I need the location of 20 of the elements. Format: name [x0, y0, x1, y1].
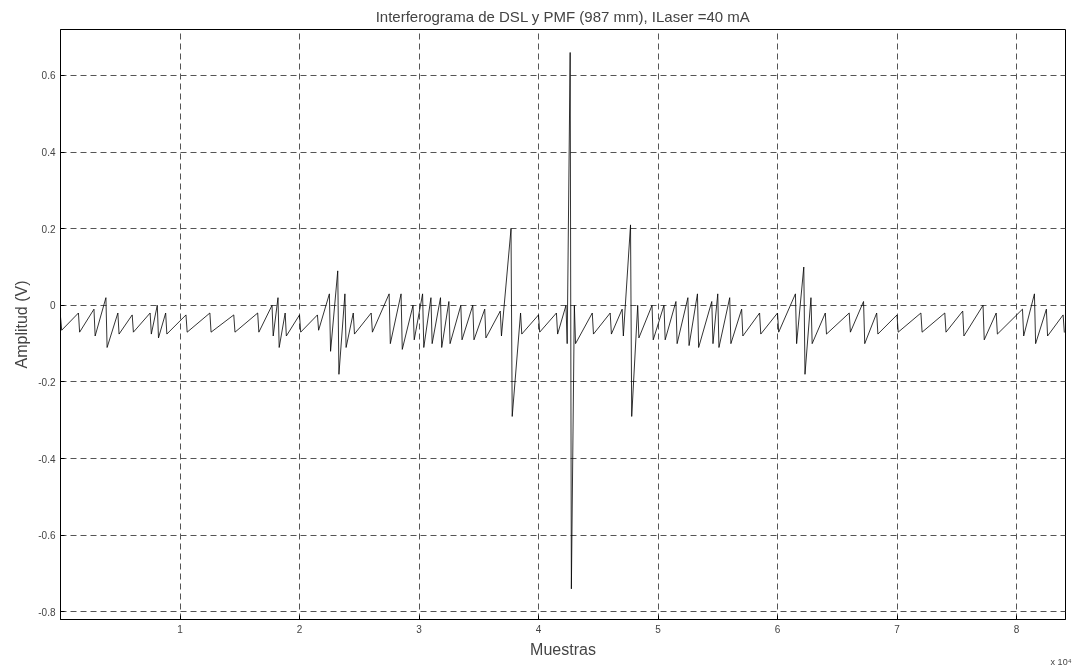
x-tick-label: 6	[774, 623, 781, 635]
y-tick-label: 0.6	[41, 70, 56, 82]
y-tick-label: -0.4	[38, 453, 56, 465]
y-tick-label: -0.2	[38, 376, 56, 388]
x-tick-label: 1	[177, 623, 184, 635]
x-tick-label: 7	[894, 623, 901, 635]
y-tick-label: 0.2	[41, 223, 56, 235]
x-axis-title: Muestras	[530, 640, 596, 658]
y-tick-label: 0	[49, 300, 56, 312]
x-tick-label: 4	[535, 623, 542, 635]
y-tick-label: -0.6	[38, 530, 56, 542]
chart-title: Interferograma de DSL y PMF (987 mm), ILaser =40 mA	[375, 7, 750, 25]
y-tick-label: 0.4	[41, 147, 56, 159]
y-axis-title: Amplitud (V)	[13, 280, 31, 369]
y-tick-label: -0.8	[38, 606, 56, 618]
text: x 10⁴	[1050, 656, 1072, 667]
x-tick-label: 2	[296, 623, 303, 635]
x-tick-label: 5	[655, 623, 662, 635]
x-tick-label: 3	[416, 623, 423, 635]
x-tick-label: 8	[1013, 623, 1020, 635]
